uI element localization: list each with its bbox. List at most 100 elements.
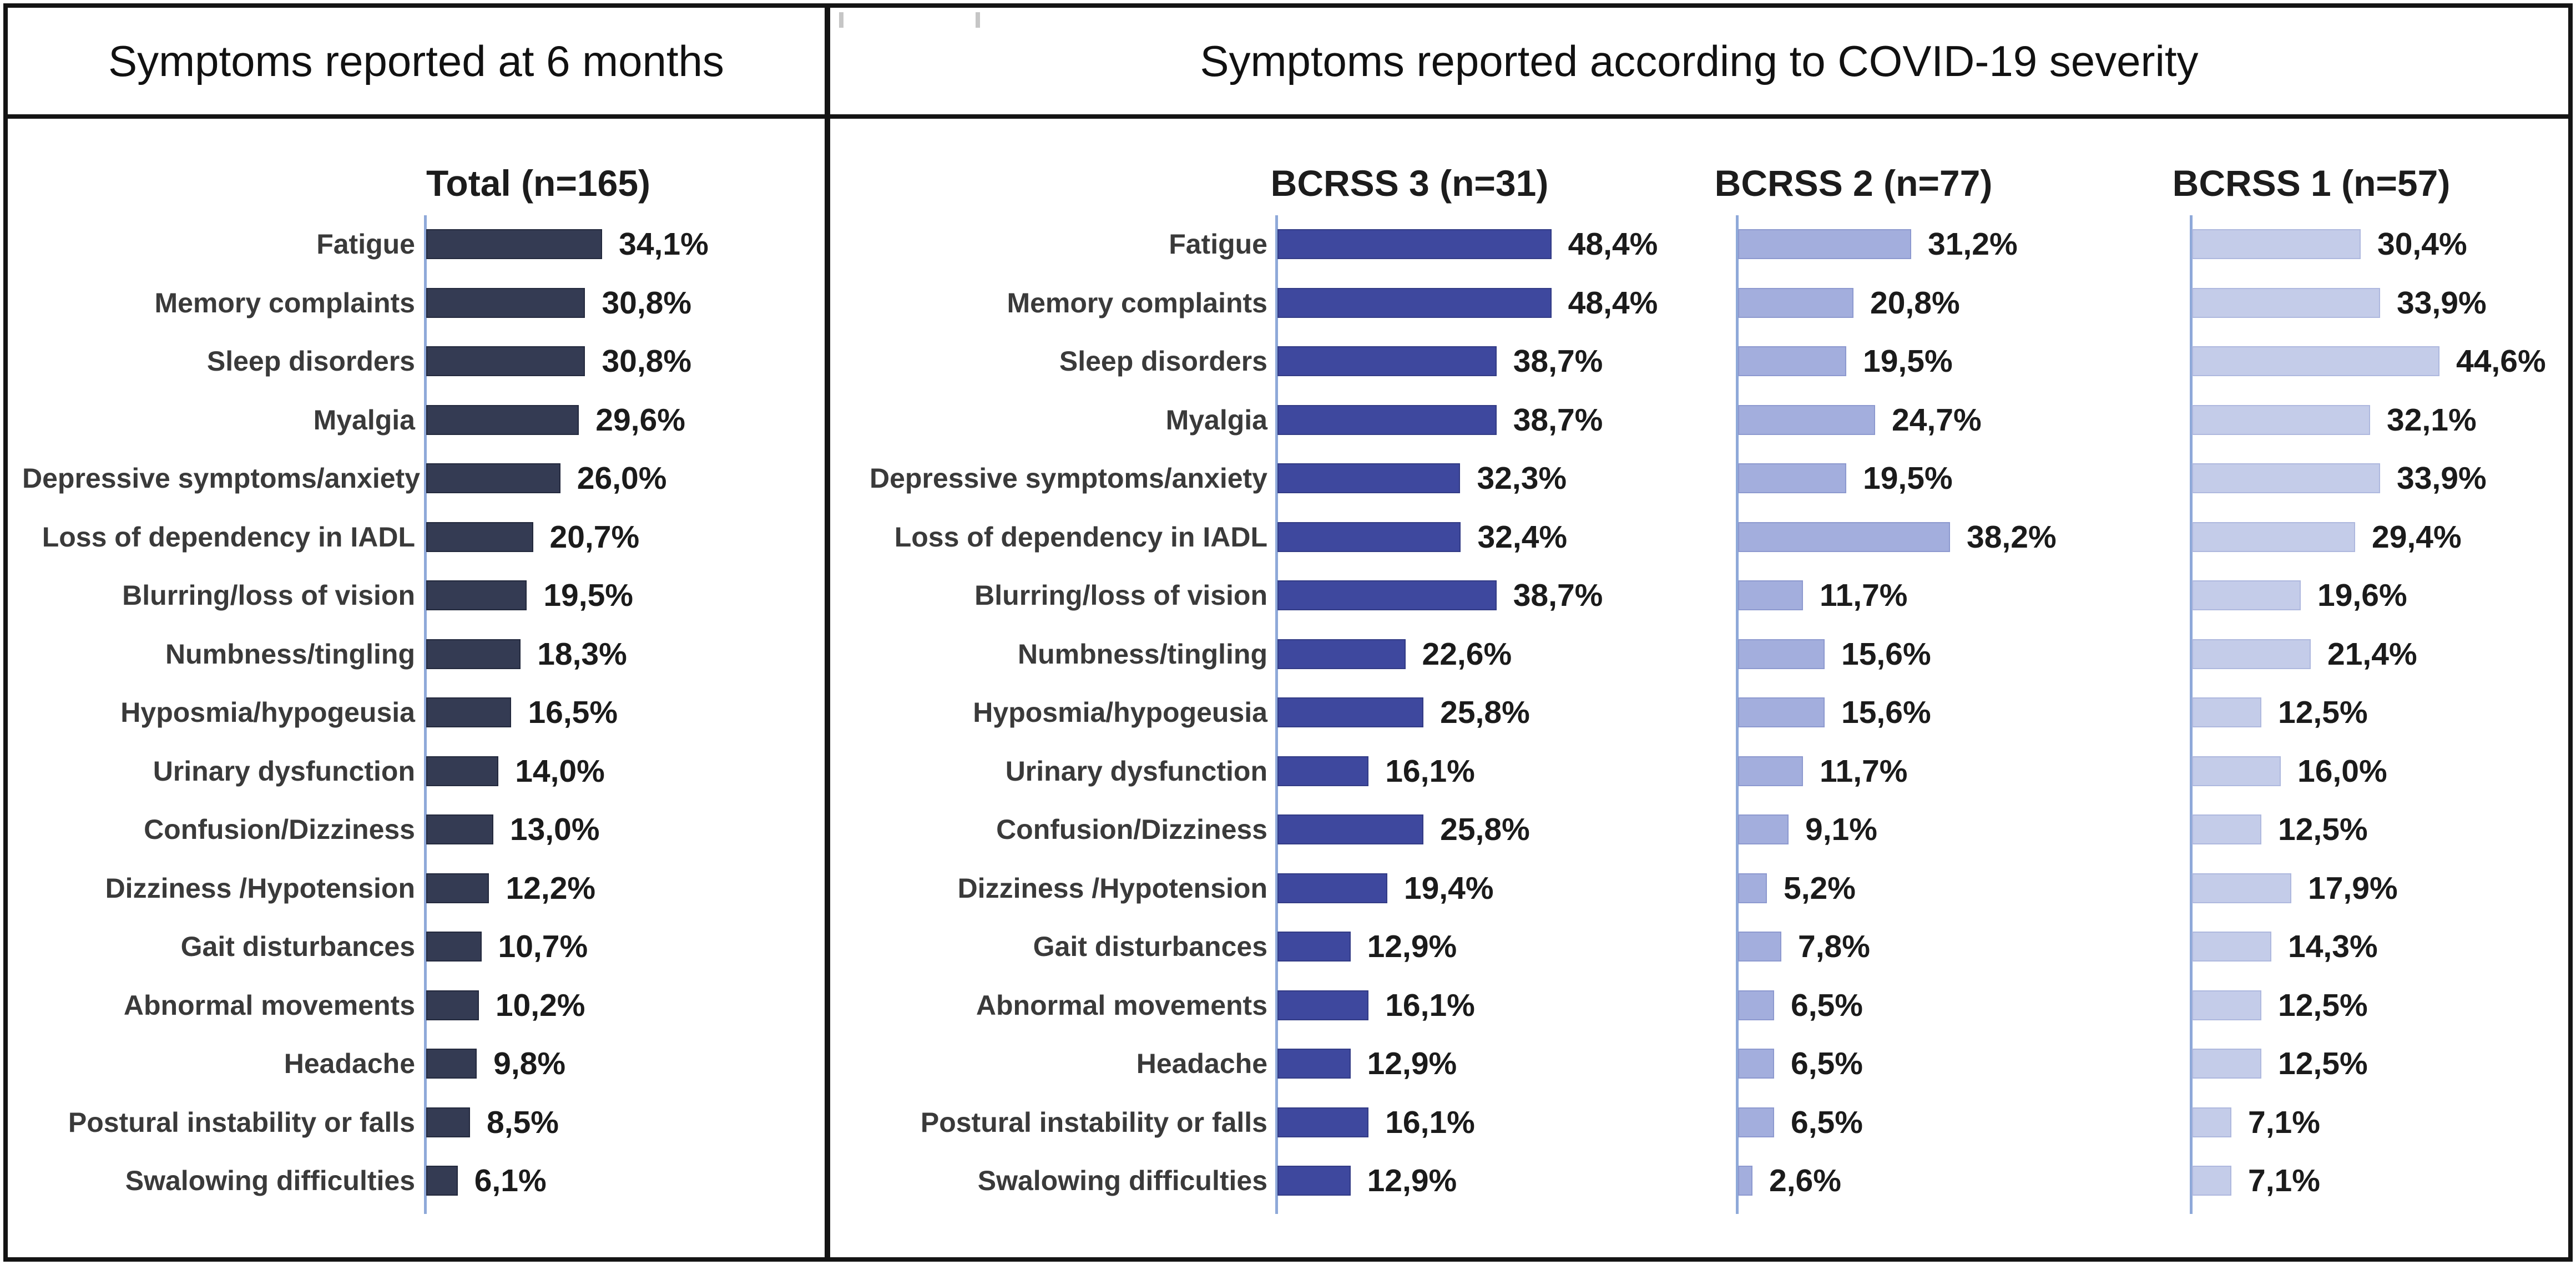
bar xyxy=(1277,463,1460,493)
bar xyxy=(1738,229,1911,259)
bar xyxy=(2192,756,2281,786)
bar-value: 12,9% xyxy=(1367,929,1457,964)
bar-value: 33,9% xyxy=(2397,461,2487,496)
bar-value: 32,1% xyxy=(2387,402,2477,438)
bar xyxy=(2192,1107,2231,1137)
bar xyxy=(426,229,602,259)
bar xyxy=(426,463,560,493)
bar-value: 18,3% xyxy=(537,636,627,672)
axis-line xyxy=(1736,215,1739,1214)
bar-value: 32,4% xyxy=(1477,519,1568,555)
bar xyxy=(2192,639,2311,669)
bar xyxy=(2192,873,2291,903)
bar-value: 38,7% xyxy=(1513,578,1603,613)
row-label: Loss of dependency in IADL xyxy=(42,521,415,553)
bar-value: 30,8% xyxy=(602,343,692,379)
bar xyxy=(2192,404,2370,435)
bar-value: 6,5% xyxy=(1791,1046,1863,1081)
bar-value: 16,1% xyxy=(1385,987,1475,1023)
bar-value: 25,8% xyxy=(1440,695,1530,730)
axis-line xyxy=(424,215,427,1214)
row-label: Sleep disorders xyxy=(206,346,415,377)
row-label: Postural instability or falls xyxy=(920,1106,1267,1138)
row-label: Blurring/loss of vision xyxy=(122,580,415,611)
bar-value: 16,0% xyxy=(2297,753,2387,789)
row-label: Depressive symptoms/anxiety xyxy=(869,463,1267,494)
bar xyxy=(1738,1107,1774,1137)
bar-value: 6,5% xyxy=(1791,1104,1863,1140)
bar-value: 2,6% xyxy=(1769,1163,1841,1198)
row-label: Fatigue xyxy=(1169,229,1267,260)
bar xyxy=(426,1166,458,1196)
bar xyxy=(1738,346,1846,376)
top-tick-mark xyxy=(976,12,980,28)
bar-value: 10,7% xyxy=(498,929,588,964)
bar-value: 6,5% xyxy=(1791,987,1863,1023)
row-label: Swalowing difficulties xyxy=(125,1165,415,1196)
bar-value: 16,5% xyxy=(528,695,618,730)
header-underline xyxy=(3,114,2573,119)
bar-value: 25,8% xyxy=(1440,812,1530,847)
bar xyxy=(1738,873,1767,903)
bar xyxy=(2192,932,2271,962)
row-label: Myalgia xyxy=(313,404,415,436)
bar-value: 19,6% xyxy=(2317,578,2407,613)
bar-value: 31,2% xyxy=(1928,226,2018,262)
panel-title: BCRSS 3 (n=31) xyxy=(1270,163,1549,204)
axis-line xyxy=(1275,215,1278,1214)
row-label: Hyposmia/hypogeusia xyxy=(120,697,415,728)
bar-value: 7,1% xyxy=(2248,1104,2320,1140)
bar xyxy=(426,1107,470,1137)
bar-value: 19,4% xyxy=(1403,870,1494,906)
bar xyxy=(2192,580,2301,610)
bar-value: 34,1% xyxy=(619,226,709,262)
bar xyxy=(1738,1049,1774,1079)
row-label: Myalgia xyxy=(1165,404,1267,436)
bar-value: 15,6% xyxy=(1841,695,1931,730)
bar xyxy=(1277,346,1497,376)
bar xyxy=(1738,756,1803,786)
bar xyxy=(1277,639,1406,669)
row-label: Memory complaints xyxy=(154,287,415,318)
bar-value: 10,2% xyxy=(495,987,585,1023)
bar-value: 29,4% xyxy=(2372,519,2462,555)
bar-value: 16,1% xyxy=(1385,753,1475,789)
bar-value: 44,6% xyxy=(2456,343,2546,379)
row-label: Memory complaints xyxy=(1007,287,1267,318)
bar xyxy=(1277,756,1368,786)
row-label: Dizziness /Hypotension xyxy=(105,872,415,904)
bar xyxy=(426,522,533,552)
bar xyxy=(426,873,489,903)
bar xyxy=(1277,404,1497,435)
bar-value: 19,5% xyxy=(1863,461,1953,496)
bar-value: 11,7% xyxy=(1820,753,1908,789)
bar xyxy=(426,346,585,376)
bar-value: 30,4% xyxy=(2377,226,2467,262)
row-label: Blurring/loss of vision xyxy=(974,580,1267,611)
bar-value: 48,4% xyxy=(1568,226,1658,262)
bar-value: 17,9% xyxy=(2308,870,2398,906)
bar-value: 14,0% xyxy=(515,753,605,789)
bar xyxy=(1277,1166,1351,1196)
bar xyxy=(1277,1107,1368,1137)
axis-line xyxy=(2190,215,2193,1214)
bar xyxy=(426,697,511,727)
bar-value: 26,0% xyxy=(577,461,667,496)
bar xyxy=(2192,463,2380,493)
bar-value: 33,9% xyxy=(2397,285,2487,321)
bar-value: 48,4% xyxy=(1568,285,1658,321)
bar-value: 7,1% xyxy=(2248,1163,2320,1198)
bar xyxy=(2192,522,2355,552)
row-label: Numbness/tingling xyxy=(165,638,415,670)
bar xyxy=(1277,873,1387,903)
bar-value: 21,4% xyxy=(2327,636,2417,672)
bar xyxy=(2192,229,2361,259)
bar xyxy=(426,404,579,435)
bar xyxy=(426,1049,477,1079)
bar-value: 9,1% xyxy=(1805,812,1877,847)
bar xyxy=(1738,990,1774,1020)
bar xyxy=(426,639,521,669)
row-label: Confusion/Dizziness xyxy=(144,814,415,845)
bar-value: 19,5% xyxy=(543,578,633,613)
